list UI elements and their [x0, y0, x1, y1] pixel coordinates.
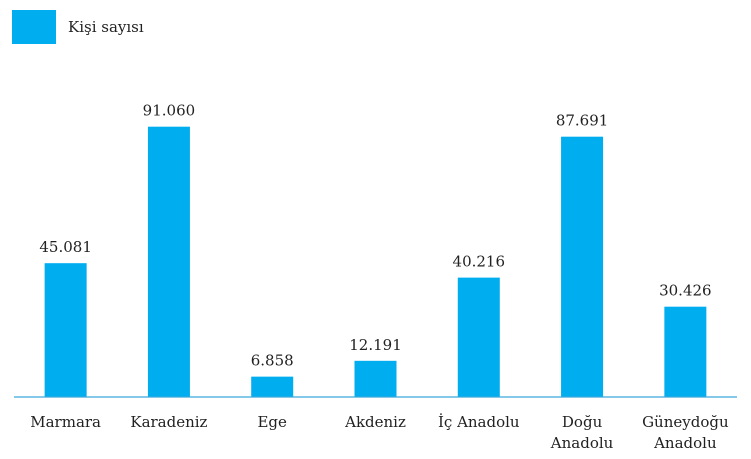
data-label-3: 6.858 — [251, 352, 294, 370]
x-tick-label-4: Akdeniz — [344, 413, 406, 431]
x-tick-label-3: Ege — [257, 413, 287, 431]
data-label-4: 12.191 — [349, 336, 402, 354]
legend: Kişi sayısı — [12, 10, 144, 44]
x-tick-label-1: Marmara — [30, 413, 101, 431]
data-label-7: 30.426 — [659, 282, 712, 300]
bar-2 — [147, 126, 190, 397]
data-label-2: 91.060 — [143, 102, 196, 120]
legend-swatch — [12, 10, 56, 44]
x-tick-label-7: Güneydoğu Anadolu — [642, 413, 729, 452]
data-label-6: 87.691 — [556, 112, 609, 130]
bar-5 — [457, 277, 500, 397]
data-label-1: 45.081 — [39, 238, 92, 256]
x-tick-label-6: Doğu Anadolu — [550, 413, 614, 452]
x-tick-label-5: İç Anadolu — [438, 413, 520, 431]
bar-7 — [664, 306, 707, 397]
legend-label: Kişi sayısı — [68, 18, 144, 36]
data-label-5: 40.216 — [453, 253, 506, 271]
bar-1 — [44, 263, 87, 397]
bar-4 — [354, 360, 397, 397]
x-tick-label-2: Karadeniz — [130, 413, 207, 431]
bar-6 — [561, 136, 604, 398]
bar-3 — [251, 376, 294, 397]
